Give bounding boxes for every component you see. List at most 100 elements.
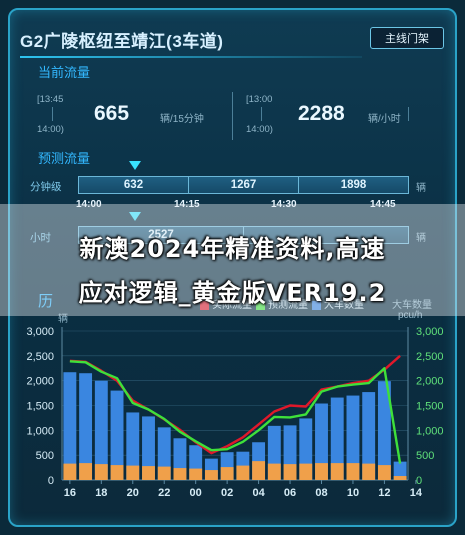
x-axis-tick-label: 02: [221, 487, 233, 499]
x-axis-tick-label: 10: [347, 487, 359, 499]
legend-forecast-label: 预测流量: [268, 300, 308, 311]
x-axis-tick-label: 04: [252, 487, 265, 499]
current-15min-value: 665: [94, 102, 130, 125]
minute-forecast-cell: 1898: [299, 177, 408, 193]
minute-forecast-cell: 1267: [189, 177, 299, 193]
current-flow-label: 当前流量: [38, 65, 91, 80]
current-hour-unit: 辆/小时: [368, 114, 401, 125]
hour-forecast-unit: 辆: [416, 233, 426, 244]
bar-heavy-vehicle: [377, 465, 391, 480]
left-axis-tick-label: 500: [36, 450, 54, 462]
bar-heavy-vehicle: [94, 464, 108, 480]
history-label: 历: [38, 293, 54, 310]
forecast-time-label: 14:15: [174, 199, 200, 210]
x-axis-tick-label: 08: [315, 487, 327, 499]
title-underline: [20, 56, 362, 58]
right-axis-tick-label: 1,500: [416, 401, 444, 413]
forecast-time-label: 14:30: [271, 199, 297, 210]
current-left-time-to: 14:00): [37, 124, 64, 135]
right-axis-tick-label: 500: [416, 450, 434, 462]
legend-forecast-swatch: [256, 300, 265, 310]
mainline-gantry-button[interactable]: 主线门架: [370, 27, 444, 49]
current-left-divider: [52, 107, 53, 121]
road-title: G2广陵枢纽至靖江(3车道): [20, 32, 224, 51]
bar-heavy-vehicle: [126, 465, 140, 480]
x-axis-tick-label: 14: [410, 487, 423, 499]
bar-flow: [362, 392, 376, 480]
x-axis-tick-label: 12: [378, 487, 390, 499]
current-left-time-from: [13:45: [37, 94, 64, 105]
bar-heavy-vehicle: [346, 463, 360, 480]
current-right-time-from: [13:00: [246, 94, 273, 105]
bar-heavy-vehicle: [267, 463, 281, 480]
headline-line-1: 新澳2024年精准资料,高速: [79, 235, 386, 263]
legend-heavy-swatch: [312, 300, 321, 310]
forecast-time-label: 14:00: [76, 199, 102, 210]
left-axis-tick-label: 1,000: [26, 425, 54, 437]
current-right-divider: [261, 107, 262, 121]
bar-heavy-vehicle: [283, 464, 297, 480]
current-right-end-mark: [408, 107, 409, 121]
x-axis-tick-label: 18: [95, 487, 107, 499]
bar-heavy-vehicle: [79, 463, 93, 480]
x-axis-tick-label: 16: [64, 487, 76, 499]
bar-heavy-vehicle: [252, 461, 266, 480]
bar-flow: [393, 461, 407, 480]
forecast-label: 预测流量: [38, 151, 91, 166]
bar-heavy-vehicle: [173, 468, 187, 480]
legend-forecast: 预测流量: [256, 296, 308, 311]
bar-heavy-vehicle: [157, 466, 171, 480]
minute-level-label: 分钟级: [30, 181, 62, 193]
right-axis-tick-label: 2,500: [416, 351, 444, 363]
hour-forecast-cell: [244, 227, 408, 243]
right-axis-title: 大车数量: [392, 300, 432, 311]
current-hour-value: 2288: [298, 102, 345, 125]
left-axis-tick-label: 1,500: [26, 401, 54, 413]
x-axis-tick-label: 22: [158, 487, 170, 499]
right-axis-tick-label: 3,000: [416, 326, 444, 338]
forecast-flow-line: [69, 360, 402, 464]
bar-heavy-vehicle: [393, 476, 407, 480]
bar-heavy-vehicle: [236, 465, 250, 480]
right-axis-tick-label: 0: [416, 475, 422, 487]
legend-heavy: 大车数量: [312, 296, 364, 311]
right-axis-unit: pcu/h: [398, 310, 423, 321]
minute-forecast-unit: 辆: [416, 183, 426, 194]
current-time-marker-icon: [129, 161, 141, 170]
hour-forecast-row: 2527: [78, 226, 409, 244]
x-axis-tick-label: 00: [190, 487, 202, 499]
legend-heavy-label: 大车数量: [324, 300, 364, 311]
current-15min-unit: 辆/15分钟: [160, 114, 204, 125]
current-right-time-to: 14:00): [246, 124, 273, 135]
bar-flow: [142, 416, 155, 480]
bar-flow: [346, 395, 360, 480]
bar-flow: [315, 403, 328, 480]
left-axis-tick-label: 2,000: [26, 376, 54, 388]
bar-heavy-vehicle: [315, 463, 328, 480]
bar-heavy-vehicle: [204, 470, 218, 480]
minute-forecast-cell: 632: [79, 177, 189, 193]
x-axis-tick-label: 20: [127, 487, 139, 499]
legend-actual-label: 实际流量: [212, 300, 252, 311]
bar-flow: [330, 397, 344, 480]
hour-forecast-cell: 2527: [79, 227, 244, 243]
x-axis-tick-label: 06: [284, 487, 296, 499]
bar-flow: [126, 412, 140, 480]
hour-marker-icon: [129, 212, 141, 221]
bar-heavy-vehicle: [362, 463, 376, 480]
left-axis-tick-label: 3,000: [26, 326, 54, 338]
left-axis-unit: 辆: [58, 314, 68, 325]
bar-flow: [377, 381, 391, 480]
headline-line-2: 应对逻辑_黄金版VER19.2: [78, 279, 387, 307]
minute-forecast-row: 632 1267 1898: [78, 176, 409, 194]
left-axis-tick-label: 2,500: [26, 351, 54, 363]
headline-overlay: [0, 204, 465, 316]
bar-flow: [79, 373, 93, 480]
bar-flow: [110, 390, 124, 480]
bar-heavy-vehicle: [142, 466, 155, 480]
bar-flow: [94, 380, 108, 480]
hour-level-label: 小时: [30, 232, 51, 244]
bar-heavy-vehicle: [299, 463, 313, 480]
bar-heavy-vehicle: [110, 465, 124, 480]
